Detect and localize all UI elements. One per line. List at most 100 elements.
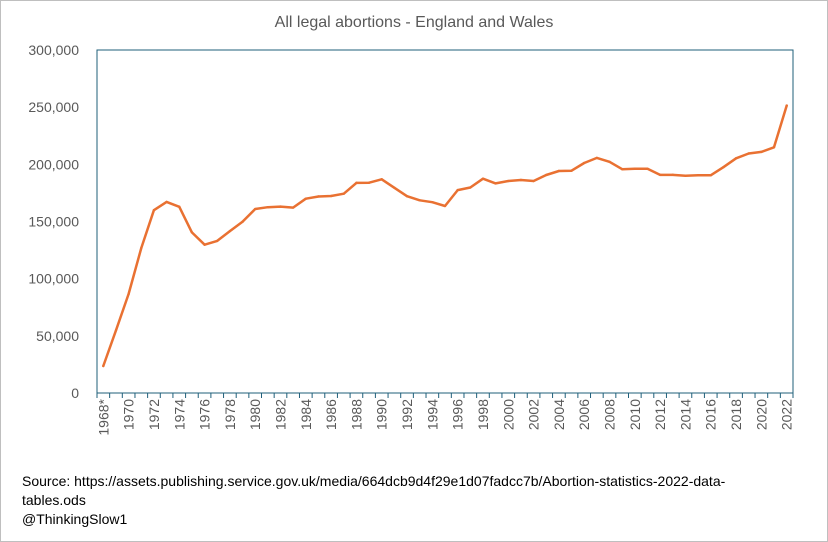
data-point (494, 182, 497, 185)
data-point (557, 169, 561, 173)
data-point (456, 188, 459, 192)
plot-area-border (96, 49, 794, 394)
data-point (646, 167, 649, 170)
data-point (329, 194, 333, 198)
x-tick-label: 1968* (95, 398, 111, 435)
x-tick-label: 1990 (374, 399, 390, 430)
x-tick-label: 1976 (197, 399, 213, 430)
data-point (190, 231, 194, 234)
data-point (684, 174, 687, 177)
x-tick-label: 2012 (652, 399, 668, 430)
data-point (519, 178, 523, 182)
y-tick-label: 150,000 (28, 214, 79, 230)
x-tick-label: 2010 (627, 399, 643, 430)
data-point (114, 329, 118, 332)
x-tick-label: 2006 (576, 399, 592, 430)
line-chart: All legal abortions - England and Wales … (28, 14, 795, 436)
x-tick-label: 1998 (475, 399, 491, 430)
data-point (696, 174, 700, 177)
series-line (102, 104, 788, 368)
data-point (443, 204, 447, 208)
data-point (658, 173, 662, 177)
x-tick-label: 1970 (121, 399, 137, 430)
data-point (620, 168, 624, 171)
data-point (734, 157, 738, 160)
data-point (228, 229, 232, 233)
data-point (785, 104, 788, 107)
y-tick-label: 100,000 (28, 271, 79, 287)
y-tick-label: 300,000 (28, 42, 79, 58)
data-point (393, 186, 396, 189)
y-tick-label: 250,000 (28, 99, 79, 115)
data-point (469, 186, 472, 189)
data-point (481, 177, 485, 180)
data-point (570, 169, 573, 172)
data-point (253, 207, 257, 211)
data-point (418, 199, 421, 202)
data-point (165, 200, 168, 204)
x-tick-label: 2004 (551, 399, 567, 430)
chart-title: All legal abortions - England and Wales (275, 14, 554, 31)
x-tick-label: 1978 (222, 399, 238, 430)
x-tick-label: 2014 (677, 399, 693, 430)
data-point (608, 160, 611, 164)
x-tick-label: 2016 (703, 399, 719, 430)
data-point (722, 165, 725, 169)
data-point (772, 146, 776, 149)
x-tick-label: 1988 (348, 399, 364, 430)
data-point (431, 200, 434, 204)
data-point (367, 181, 371, 184)
data-point (102, 364, 105, 368)
x-tick-label: 1980 (247, 399, 263, 430)
x-tick-label: 1984 (298, 399, 314, 430)
y-axis: 0 50,000 100,000 150,000 200,000 250,000 300,0… (28, 42, 79, 401)
data-point (405, 195, 409, 198)
data-point (760, 150, 763, 154)
data-point (507, 179, 510, 183)
x-tick-label: 2022 (779, 399, 795, 430)
x-tick-label: 2008 (602, 399, 618, 430)
x-tick-label: 2018 (728, 399, 744, 430)
data-point (709, 174, 712, 177)
data-point (671, 173, 674, 177)
x-tick-label: 1986 (323, 399, 339, 430)
x-tick-label: 1974 (171, 399, 187, 430)
data-point (127, 292, 130, 296)
data-point (342, 192, 345, 195)
y-tick-label: 50,000 (36, 328, 79, 344)
x-axis: 1968* 1970 1972 1974 1976 1978 1980 1982 1984 198… (95, 393, 795, 436)
source-note: Source: https://assets.publishing.servic… (22, 472, 782, 529)
x-tick-label: 2020 (753, 399, 769, 430)
x-tick-label: 1996 (450, 399, 466, 430)
data-point (178, 205, 181, 208)
x-tick-label: 2000 (500, 399, 516, 430)
data-point (279, 205, 282, 208)
series-group (102, 104, 788, 368)
x-tick-label: 2002 (526, 399, 542, 430)
data-point (216, 239, 219, 243)
author-handle: @ThinkingSlow1 (22, 511, 128, 527)
x-tick-label: 1992 (399, 399, 415, 430)
y-tick-label: 200,000 (28, 156, 79, 172)
data-point (241, 220, 244, 224)
y-tick-label: 0 (71, 385, 79, 401)
data-point (633, 167, 637, 170)
data-point (355, 181, 358, 185)
data-point (583, 161, 586, 165)
data-point (203, 243, 206, 246)
data-point (291, 206, 295, 209)
data-point (595, 156, 599, 160)
data-point (152, 208, 156, 212)
source-url: Source: https://assets.publishing.servic… (22, 473, 726, 508)
data-point (140, 246, 143, 250)
x-tick-label: 1994 (424, 399, 440, 430)
data-point (545, 173, 548, 177)
x-tick-label: 1982 (272, 399, 288, 430)
data-point (380, 178, 383, 181)
data-point (532, 179, 535, 183)
data-point (304, 197, 307, 200)
data-point (266, 206, 270, 209)
x-tick-label: 1972 (146, 399, 162, 430)
data-point (317, 195, 320, 198)
